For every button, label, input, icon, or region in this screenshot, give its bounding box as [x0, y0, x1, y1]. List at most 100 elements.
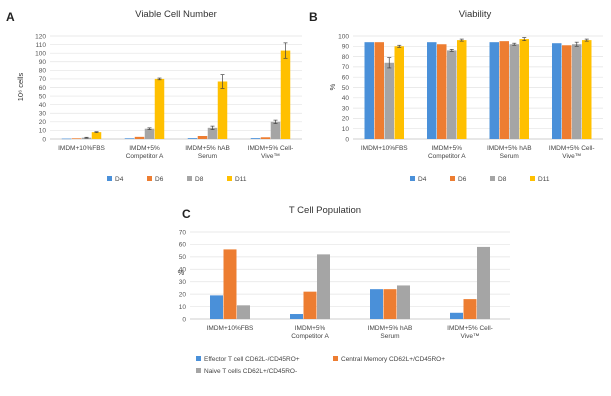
panel-a-bar-d8-2: [144, 128, 155, 139]
panel-c-ytick-label: 70: [179, 229, 187, 236]
panel-a-bar-d4-2: [124, 138, 135, 139]
panel-c-bar-naive-3: [397, 285, 410, 319]
panel-a-legend-swatch: [147, 176, 152, 181]
panel-c-legend-label: Naive T cells CD62L+/CD45RO-: [204, 368, 297, 375]
panel-b-category-label: IMDM+5% Cell-: [549, 145, 595, 152]
panel-c-category-label: IMDM+5% hAB: [368, 325, 413, 332]
panel-c-ytick-label: 10: [179, 304, 187, 311]
panel-c-ytick-label: 30: [179, 279, 187, 286]
panel-c-bar-effector-3: [370, 289, 383, 319]
panel-c-category-label: Vive™: [460, 333, 479, 340]
panel-c-category-label: IMDM+10%FBS: [207, 325, 254, 332]
panel-a-legend-label: D6: [155, 176, 164, 183]
panel-c-category-label: Serum: [380, 333, 399, 340]
panel-c-ytick-label: 50: [179, 254, 187, 261]
panel-b-ytick-label: 80: [342, 54, 350, 61]
panel-a-legend-label: D11: [235, 176, 247, 183]
panel-a-ylabel: 10⁶ cells: [16, 72, 25, 101]
panel-a-bar-d11-1: [91, 132, 102, 139]
panel-b-ytick-label: 0: [345, 136, 349, 143]
panel-b-ytick-label: 70: [342, 64, 350, 71]
panel-b-title: Viability: [459, 9, 492, 20]
panel-c-title: T Cell Population: [289, 205, 361, 216]
panel-b-category-label: Serum: [500, 153, 519, 160]
panel-a-bar-d6-3: [197, 135, 208, 139]
panel-b-bar-d8-2: [447, 50, 457, 139]
panel-b-bar-d6-2: [437, 44, 447, 139]
panel-b-bar-d8-3: [509, 44, 519, 139]
panel-b-legend-swatch: [490, 176, 495, 181]
panel-a-legend-label: D8: [195, 176, 204, 183]
panel-b-category-label: IMDM+5% hAB: [487, 145, 532, 152]
panel-a-bar-d11-4: [280, 50, 291, 139]
panel-c-bar-central-1: [223, 249, 237, 319]
panel-b-category-label: Competitor A: [428, 153, 466, 160]
panel-c-bar-central-2: [303, 291, 317, 319]
panel-c-bar-naive-2: [317, 254, 330, 319]
panel-c-category-label: Competitor A: [291, 333, 329, 340]
panel-c-category-label: IMDM+5% Cell-: [447, 325, 493, 332]
panel-b-bar-d4-3: [489, 42, 499, 139]
panel-b-ytick-label: 90: [342, 44, 350, 51]
panel-b-bar-d4-2: [427, 42, 437, 139]
panel-a-legend-swatch: [187, 176, 192, 181]
panel-a-bar-d4-4: [250, 138, 261, 139]
panel-b-legend-label: D6: [458, 176, 467, 183]
panel-a-bar-d11-3: [217, 81, 228, 139]
panel-b-bar-d4-4: [552, 43, 562, 139]
panel-b-letter: B: [309, 10, 318, 24]
panel-a-letter: A: [6, 10, 15, 24]
panel-a-ytick-label: 40: [39, 102, 47, 109]
panel-a-bar-d8-4: [270, 121, 281, 139]
panel-a-category-label: Serum: [198, 153, 217, 160]
panel-b-ytick-label: 30: [342, 105, 350, 112]
panel-b-ytick-label: 100: [338, 33, 349, 40]
panel-c-ytick-label: 60: [179, 242, 187, 249]
panel-b-bar-d11-3: [519, 39, 529, 140]
panel-c-legend-label: Central Memory CD62L+/CD45RO+: [341, 356, 445, 363]
panel-b-category-label: IMDM+10%FBS: [361, 145, 408, 152]
panel-b-legend-label: D4: [418, 176, 427, 183]
panel-a-ytick-label: 80: [39, 68, 47, 75]
panel-b-legend-swatch: [530, 176, 535, 181]
panel-c-bar-central-4: [463, 299, 477, 319]
panel-a-bar-d4-3: [187, 138, 198, 139]
panel-c-ylabel: %: [178, 268, 185, 277]
panel-a-ytick-label: 0: [42, 136, 46, 143]
panel-b-ytick-label: 10: [342, 126, 350, 133]
panel-b-bar-d4-1: [364, 42, 374, 139]
panel-b-legend-swatch: [450, 176, 455, 181]
panel-b-ytick-label: 20: [342, 116, 350, 123]
panel-a-ytick-label: 50: [39, 93, 47, 100]
panel-a-category-label: Competitor A: [126, 153, 164, 160]
panel-a-category-label: IMDM+5% Cell-: [248, 145, 294, 152]
panel-b-bar-d11-1: [394, 46, 404, 139]
panel-a-legend-swatch: [107, 176, 112, 181]
panel-a-ytick-label: 20: [39, 119, 47, 126]
panel-b-legend-label: D11: [538, 176, 550, 183]
panel-b-bar-d6-4: [562, 45, 572, 139]
panel-c-bar-naive-1: [237, 305, 250, 319]
panel-a-legend-swatch: [227, 176, 232, 181]
panel-a-bar-d4-1: [61, 138, 72, 140]
panel-a-ytick-label: 110: [36, 42, 47, 49]
panel-c-bar-central-3: [383, 289, 397, 319]
panel-c-bar-effector-1: [210, 295, 223, 319]
panel-c-bar-naive-4: [477, 246, 490, 319]
panel-a-ytick-label: 120: [35, 33, 46, 40]
panel-a-bar-d6-1: [71, 138, 82, 139]
panel-c-legend-swatch: [196, 356, 201, 361]
panel-c-legend-swatch: [333, 356, 338, 361]
panel-c-bar-effector-4: [450, 312, 463, 319]
panel-c-legend-label: Effector T cell CD62L-/CD45RO+: [204, 356, 300, 363]
panel-a-bar-d11-2: [154, 78, 165, 139]
panel-a-category-label: Vive™: [261, 153, 280, 160]
panel-a-bar-d6-4: [260, 137, 271, 139]
panel-a-title: Viable Cell Number: [135, 9, 217, 20]
panel-b-bar-d11-2: [457, 40, 467, 140]
panel-b-category-label: Vive™: [562, 153, 581, 160]
panel-c-ytick-label: 20: [179, 291, 187, 298]
panel-b-bar-d8-4: [572, 44, 582, 139]
panel-a-category-label: IMDM+5% hAB: [185, 145, 230, 152]
